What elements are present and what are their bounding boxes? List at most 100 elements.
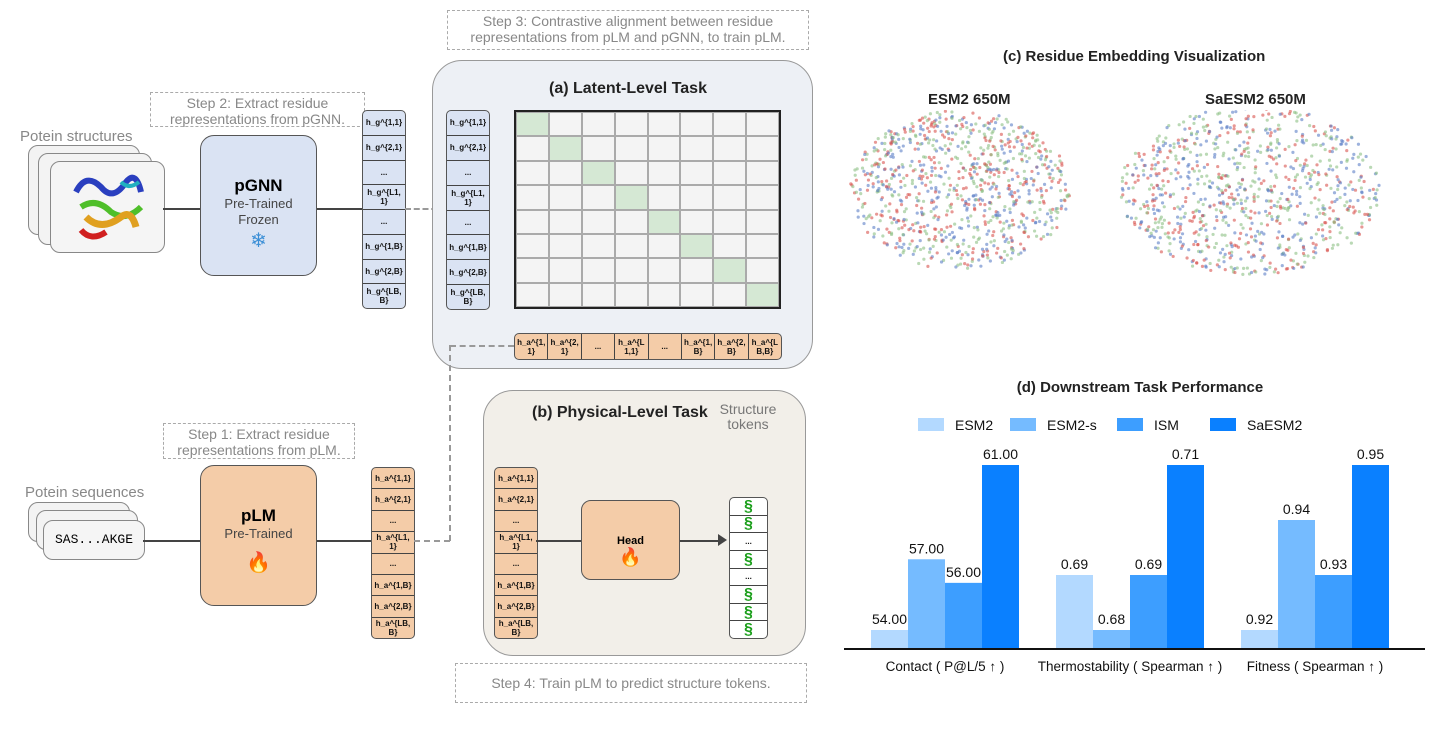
embedding-point xyxy=(999,132,1004,136)
embedding-cell: h_a^{2,B} xyxy=(495,596,537,618)
embedding-point xyxy=(1016,174,1020,179)
bar-ism xyxy=(1315,575,1352,648)
embedding-point xyxy=(1361,195,1365,199)
embedding-point xyxy=(1316,133,1321,137)
embedding-point xyxy=(1293,175,1298,179)
embedding-point xyxy=(975,162,979,166)
embedding-point xyxy=(900,163,904,167)
head-block: Head 🔥 xyxy=(581,500,680,580)
embedding-point xyxy=(1311,241,1315,245)
bar-value-label: 0.92 xyxy=(1246,611,1273,627)
embedding-point xyxy=(1176,221,1180,226)
embedding-point xyxy=(1301,251,1306,256)
embedding-point xyxy=(1025,129,1029,133)
embedding-point xyxy=(1035,216,1039,220)
embedding-point xyxy=(1022,131,1026,135)
sequences-label: Potein sequences xyxy=(25,484,145,501)
embedding-point xyxy=(1151,193,1155,197)
embedding-point xyxy=(1161,144,1165,148)
embedding-point xyxy=(989,119,994,123)
embedding-point xyxy=(901,137,905,141)
embedding-point xyxy=(995,117,999,121)
embedding-point xyxy=(998,158,1002,162)
dashed-connector xyxy=(414,540,450,542)
embedding-point xyxy=(932,155,936,160)
embedding-point xyxy=(1121,193,1125,197)
embedding-point xyxy=(1314,215,1319,219)
embedding-point xyxy=(899,179,903,184)
embedding-point xyxy=(1337,223,1341,227)
embedding-point xyxy=(1172,145,1176,150)
structure-tokens-column: § §... §... § § § xyxy=(729,497,768,639)
embedding-point xyxy=(1246,141,1250,145)
embedding-point xyxy=(1188,126,1192,130)
embedding-point xyxy=(1188,114,1192,119)
embedding-point xyxy=(1185,147,1190,151)
embedding-point xyxy=(988,175,992,179)
embedding-point xyxy=(1335,197,1339,201)
ellipsis-cell: ... xyxy=(363,210,405,235)
embedding-point xyxy=(1142,173,1146,177)
embedding-point xyxy=(1041,141,1045,145)
matrix-cell xyxy=(746,185,779,210)
embedding-point xyxy=(1004,117,1008,121)
embedding-point xyxy=(1276,200,1280,204)
embedding-point xyxy=(1300,134,1304,138)
embedding-point xyxy=(992,167,996,172)
embedding-point xyxy=(1340,226,1344,230)
embedding-point xyxy=(1298,186,1303,190)
embedding-point xyxy=(1162,184,1166,188)
embedding-point xyxy=(991,129,995,133)
embedding-point xyxy=(1199,197,1203,202)
embedding-point xyxy=(902,217,906,222)
embedding-point xyxy=(969,176,974,180)
embedding-point xyxy=(989,153,993,157)
embedding-point xyxy=(1031,136,1035,140)
embedding-point xyxy=(1226,131,1230,135)
embedding-point xyxy=(1224,221,1228,225)
embedding-point xyxy=(1155,183,1159,187)
embedding-point xyxy=(970,162,974,167)
embedding-point xyxy=(1192,216,1196,220)
embedding-point xyxy=(926,126,930,130)
embedding-point xyxy=(1047,172,1051,176)
embedding-point xyxy=(1208,204,1212,208)
embedding-point xyxy=(1152,211,1157,216)
embedding-point xyxy=(1009,190,1014,194)
embedding-point xyxy=(1183,139,1187,143)
structure-token-icon: § xyxy=(744,621,753,639)
embedding-point xyxy=(856,215,860,219)
embedding-point xyxy=(891,155,895,159)
embedding-point xyxy=(1194,132,1199,136)
embedding-point xyxy=(1287,177,1291,182)
embedding-point xyxy=(1352,170,1356,174)
embedding-point xyxy=(1345,200,1349,204)
matrix-cell xyxy=(614,233,648,259)
embedding-point xyxy=(1137,154,1142,159)
embedding-point xyxy=(1242,165,1246,170)
embedding-point xyxy=(1256,229,1260,233)
dashed-connector xyxy=(405,208,446,210)
embedding-point xyxy=(1022,176,1026,181)
positive-pair-cell xyxy=(516,112,549,137)
embedding-point xyxy=(884,184,889,189)
embedding-point xyxy=(974,122,978,126)
embedding-point xyxy=(1360,191,1364,195)
embedding-point xyxy=(1360,221,1364,225)
embedding-cell: h_a^{L1,1} xyxy=(495,532,537,554)
positive-pair-cell xyxy=(647,209,681,234)
embedding-point xyxy=(1194,114,1198,119)
embedding-point xyxy=(1293,143,1297,147)
embedding-point xyxy=(1195,208,1199,212)
embedding-point xyxy=(1262,232,1266,236)
embedding-point xyxy=(1228,126,1232,130)
embedding-point xyxy=(934,173,938,178)
embedding-point xyxy=(880,141,884,146)
embedding-point xyxy=(983,123,987,127)
embedding-point xyxy=(1353,209,1357,213)
step4-note: Step 4: Train pLM to predict structure t… xyxy=(455,663,807,703)
embedding-point xyxy=(919,225,923,229)
embedding-point xyxy=(1027,192,1031,196)
embedding-point xyxy=(998,213,1002,217)
embedding-point xyxy=(1151,207,1156,211)
